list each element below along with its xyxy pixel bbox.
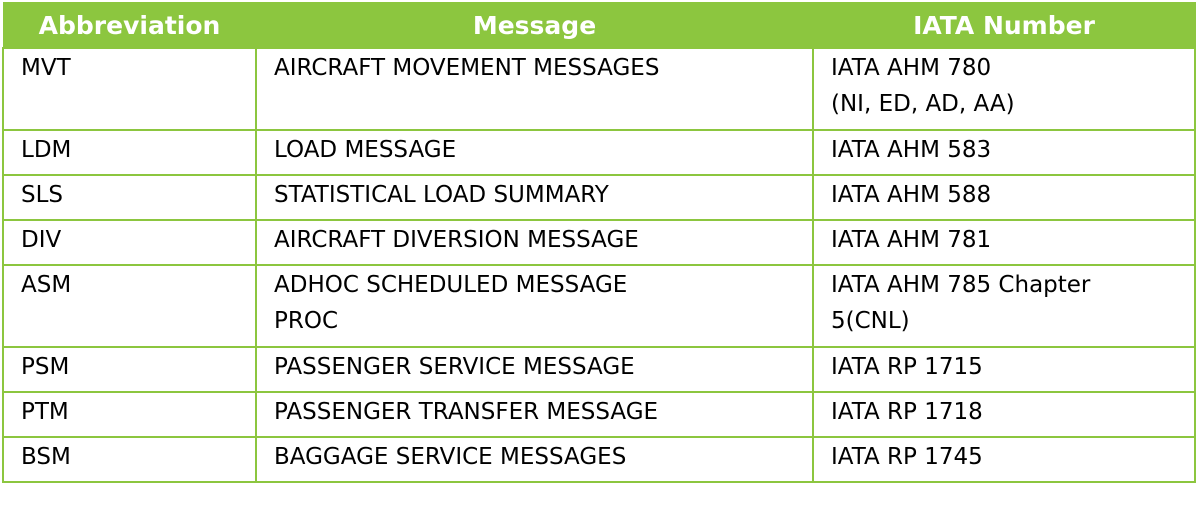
iata-line: IATA AHM 781 — [831, 227, 992, 253]
iata-number-cell: IATA RP 1715 — [812, 346, 1196, 393]
abbreviation-cell: PTM — [2, 391, 257, 438]
iata-line: IATA AHM 583 — [831, 137, 992, 163]
header-row: Abbreviation Message IATA Number — [2, 2, 1196, 49]
table-row: DIV AIRCRAFT DIVERSION MESSAGE IATA AHM … — [2, 219, 1196, 266]
iata-line: IATA AHM 588 — [831, 182, 992, 208]
iata-number-cell: IATA AHM 583 — [812, 129, 1196, 176]
iata-number-cell: IATA AHM 781 — [812, 219, 1196, 266]
iata-message-table: Abbreviation Message IATA Number MVT AIR… — [2, 2, 1196, 483]
table-row: BSM BAGGAGE SERVICE MESSAGES IATA RP 174… — [2, 436, 1196, 483]
abbreviation-cell: DIV — [2, 219, 257, 266]
iata-number-cell: IATA AHM 785 Chapter 5(CNL) — [812, 264, 1196, 348]
table-row: PTM PASSENGER TRANSFER MESSAGE IATA RP 1… — [2, 391, 1196, 438]
table-row: ASM ADHOC SCHEDULED MESSAGE PROC IATA AH… — [2, 264, 1196, 348]
iata-line: 5(CNL) — [831, 308, 910, 334]
table-row: SLS STATISTICAL LOAD SUMMARY IATA AHM 58… — [2, 174, 1196, 221]
iata-number-cell: IATA RP 1745 — [812, 436, 1196, 483]
table-row: MVT AIRCRAFT MOVEMENT MESSAGES IATA AHM … — [2, 47, 1196, 131]
abbreviation-cell: MVT — [2, 47, 257, 131]
header-iata-number: IATA Number — [812, 2, 1196, 49]
message-cell: LOAD MESSAGE — [255, 129, 814, 176]
message-cell: AIRCRAFT DIVERSION MESSAGE — [255, 219, 814, 266]
message-cell: PASSENGER SERVICE MESSAGE — [255, 346, 814, 393]
message-cell: BAGGAGE SERVICE MESSAGES — [255, 436, 814, 483]
iata-line: IATA RP 1718 — [831, 399, 983, 425]
abbreviation-cell: SLS — [2, 174, 257, 221]
iata-line: IATA RP 1745 — [831, 444, 983, 470]
iata-line: IATA AHM 785 Chapter — [831, 272, 1091, 298]
abbreviation-cell: BSM — [2, 436, 257, 483]
abbreviation-cell: LDM — [2, 129, 257, 176]
message-cell: ADHOC SCHEDULED MESSAGE PROC — [255, 264, 814, 348]
header-message: Message — [255, 2, 814, 49]
abbreviation-cell: ASM — [2, 264, 257, 348]
table-row: LDM LOAD MESSAGE IATA AHM 583 — [2, 129, 1196, 176]
abbreviation-cell: PSM — [2, 346, 257, 393]
iata-line: (NI, ED, AD, AA) — [831, 91, 1015, 117]
iata-line: IATA AHM 780 — [831, 55, 992, 81]
message-cell: STATISTICAL LOAD SUMMARY — [255, 174, 814, 221]
iata-number-cell: IATA RP 1718 — [812, 391, 1196, 438]
message-cell: AIRCRAFT MOVEMENT MESSAGES — [255, 47, 814, 131]
iata-number-cell: IATA AHM 588 — [812, 174, 1196, 221]
iata-number-cell: IATA AHM 780 (NI, ED, AD, AA) — [812, 47, 1196, 131]
message-line: PROC — [274, 308, 339, 334]
table-row: PSM PASSENGER SERVICE MESSAGE IATA RP 17… — [2, 346, 1196, 393]
message-cell: PASSENGER TRANSFER MESSAGE — [255, 391, 814, 438]
message-line: ADHOC SCHEDULED MESSAGE — [274, 272, 628, 298]
iata-line: IATA RP 1715 — [831, 354, 983, 380]
header-abbreviation: Abbreviation — [2, 2, 257, 49]
